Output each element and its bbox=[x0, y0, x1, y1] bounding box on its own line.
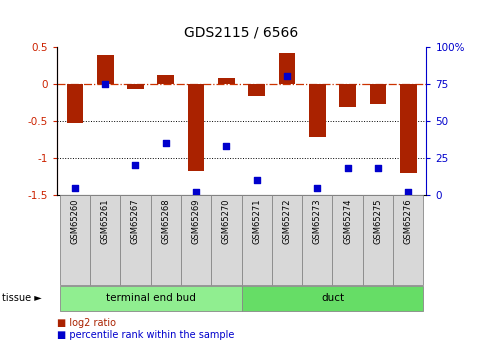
Point bbox=[404, 189, 412, 195]
Bar bbox=[211, 195, 242, 285]
Text: GSM65261: GSM65261 bbox=[101, 198, 109, 244]
Text: GSM65267: GSM65267 bbox=[131, 198, 140, 244]
Bar bbox=[279, 52, 295, 84]
Point bbox=[101, 81, 109, 87]
Point bbox=[344, 166, 352, 171]
Text: GSM65273: GSM65273 bbox=[313, 198, 322, 244]
Bar bbox=[242, 195, 272, 285]
Bar bbox=[120, 195, 151, 285]
Text: GSM65268: GSM65268 bbox=[161, 198, 170, 244]
Bar bbox=[370, 84, 387, 104]
Bar bbox=[339, 84, 356, 107]
Text: GSM65271: GSM65271 bbox=[252, 198, 261, 244]
Text: duct: duct bbox=[321, 293, 344, 303]
Bar bbox=[157, 75, 174, 84]
Text: GSM65260: GSM65260 bbox=[70, 198, 79, 244]
Point bbox=[374, 166, 382, 171]
Bar bbox=[218, 78, 235, 84]
Bar bbox=[97, 56, 113, 84]
Text: tissue ►: tissue ► bbox=[2, 293, 42, 303]
Text: GDS2115 / 6566: GDS2115 / 6566 bbox=[184, 26, 299, 40]
Bar bbox=[393, 195, 423, 285]
Text: GSM65274: GSM65274 bbox=[343, 198, 352, 244]
Text: GSM65276: GSM65276 bbox=[404, 198, 413, 244]
Bar bbox=[309, 84, 326, 137]
Bar bbox=[248, 84, 265, 96]
Text: GSM65272: GSM65272 bbox=[282, 198, 291, 244]
Bar bbox=[60, 195, 90, 285]
Point bbox=[192, 189, 200, 195]
Text: terminal end bud: terminal end bud bbox=[106, 293, 196, 303]
Point bbox=[71, 185, 79, 190]
Text: GSM65269: GSM65269 bbox=[192, 198, 201, 244]
Bar bbox=[272, 195, 302, 285]
Bar bbox=[67, 84, 83, 123]
Point bbox=[222, 143, 230, 149]
Text: ■ percentile rank within the sample: ■ percentile rank within the sample bbox=[57, 330, 234, 339]
Bar bbox=[90, 195, 120, 285]
Bar bbox=[181, 195, 211, 285]
Point bbox=[283, 73, 291, 79]
Bar bbox=[60, 286, 242, 311]
Bar bbox=[363, 195, 393, 285]
Bar bbox=[242, 286, 423, 311]
Point bbox=[162, 140, 170, 146]
Bar bbox=[302, 195, 332, 285]
Text: GSM65270: GSM65270 bbox=[222, 198, 231, 244]
Point bbox=[132, 162, 140, 168]
Bar bbox=[332, 195, 363, 285]
Bar bbox=[127, 84, 144, 89]
Text: ■ log2 ratio: ■ log2 ratio bbox=[57, 318, 116, 327]
Point bbox=[253, 177, 261, 183]
Bar bbox=[400, 84, 417, 173]
Text: GSM65275: GSM65275 bbox=[374, 198, 383, 244]
Bar bbox=[151, 195, 181, 285]
Bar bbox=[188, 84, 205, 171]
Point bbox=[314, 185, 321, 190]
